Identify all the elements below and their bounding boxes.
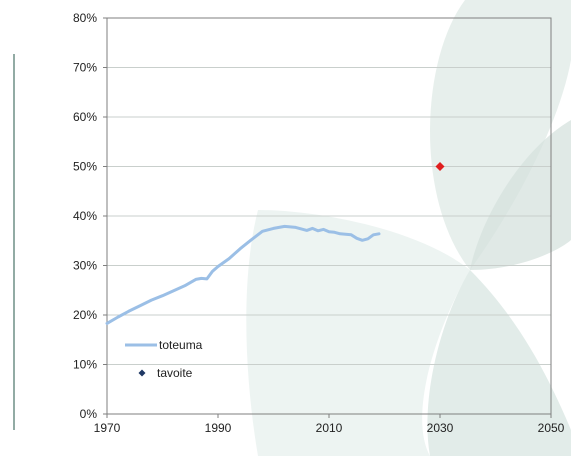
x-tick-label: 2010 bbox=[316, 421, 343, 435]
x-tick-label: 1970 bbox=[94, 421, 121, 435]
y-tick-label: 10% bbox=[73, 358, 97, 372]
y-tick-label: 20% bbox=[73, 308, 97, 322]
data-point-tavoite bbox=[435, 162, 445, 171]
legend: toteuma tavoite bbox=[125, 338, 203, 380]
background-petal-bottom-right bbox=[427, 270, 571, 456]
legend-label-tavoite: tavoite bbox=[157, 366, 193, 380]
x-tick-label: 1990 bbox=[205, 421, 232, 435]
y-tick-label: 80% bbox=[73, 11, 97, 25]
x-tick-label: 2030 bbox=[427, 421, 454, 435]
background-petal-right bbox=[470, 120, 571, 270]
axes bbox=[103, 17, 552, 418]
y-tick-label: 40% bbox=[73, 209, 97, 223]
y-tick-label: 30% bbox=[73, 259, 97, 273]
background-petal-bottom bbox=[246, 210, 470, 456]
y-tick-label: 0% bbox=[80, 407, 98, 421]
x-tick-label: 2050 bbox=[538, 421, 565, 435]
tick-labels: 0% 10% 20% 30% 40% 50% 60% 70% 80% 1970 1990 2010 20… bbox=[73, 11, 565, 435]
y-tick-label: 50% bbox=[73, 160, 97, 174]
series-line-toteuma bbox=[105, 224, 381, 325]
legend-swatch-tavoite bbox=[138, 369, 146, 377]
legend-label-toteuma: toteuma bbox=[159, 338, 203, 352]
y-tick-label: 70% bbox=[73, 61, 97, 75]
y-tick-label: 60% bbox=[73, 110, 97, 124]
data-series bbox=[105, 162, 445, 325]
